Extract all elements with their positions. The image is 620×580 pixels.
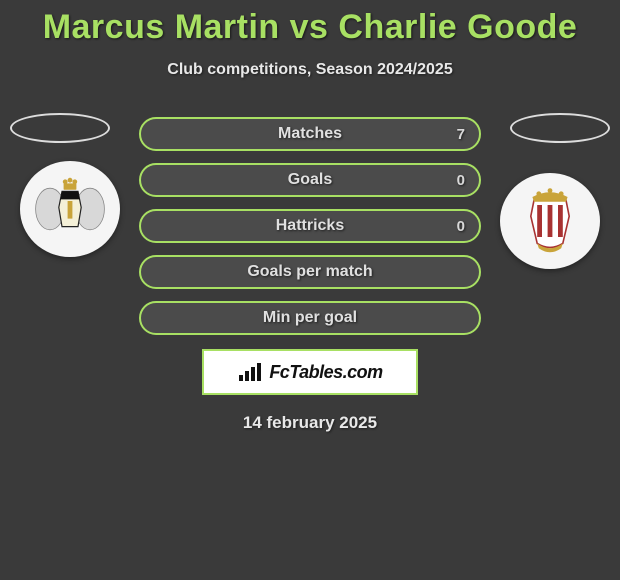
- stat-row-min-per-goal: Min per goal: [139, 301, 481, 335]
- stat-row-goals: Goals 0: [139, 163, 481, 197]
- stat-value-right: 0: [457, 172, 465, 189]
- crest-left-icon: [30, 169, 110, 249]
- page-title: Marcus Martin vs Charlie Goode: [0, 0, 620, 47]
- club-crest-right: [500, 173, 600, 269]
- crest-right-icon: [510, 181, 590, 261]
- shadow-oval-left: [10, 113, 110, 143]
- stat-row-hattricks: Hattricks 0: [139, 209, 481, 243]
- stat-value-right: 0: [457, 218, 465, 235]
- bars-icon: [237, 361, 263, 383]
- comparison-section: Matches 7 Goals 0 Hattricks 0 Goals per …: [0, 117, 620, 337]
- stat-label: Min per goal: [263, 309, 357, 327]
- stat-label: Matches: [278, 125, 342, 143]
- stat-row-goals-per-match: Goals per match: [139, 255, 481, 289]
- shadow-oval-right: [510, 113, 610, 143]
- stat-label: Goals: [288, 171, 332, 189]
- logo-text: FcTables.com: [269, 362, 382, 383]
- club-crest-left: [20, 161, 120, 257]
- subtitle: Club competitions, Season 2024/2025: [0, 61, 620, 79]
- date-text: 14 february 2025: [0, 413, 620, 433]
- stat-rows: Matches 7 Goals 0 Hattricks 0 Goals per …: [139, 117, 481, 335]
- stat-label: Hattricks: [276, 217, 344, 235]
- attribution-logo: FcTables.com: [202, 349, 418, 395]
- stat-row-matches: Matches 7: [139, 117, 481, 151]
- stat-label: Goals per match: [247, 263, 372, 281]
- stat-value-right: 7: [457, 126, 465, 143]
